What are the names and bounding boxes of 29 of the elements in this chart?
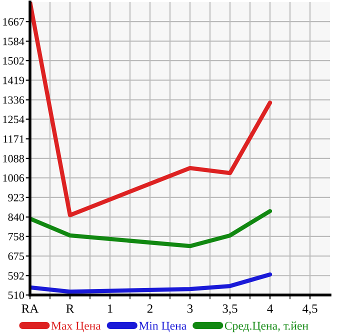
y-tick-label: 840 <box>8 213 24 221</box>
x-tick-label: 3,5 <box>222 304 238 315</box>
x-tick-label: 3 <box>187 304 193 313</box>
x-tick-label: R <box>66 304 74 313</box>
y-tick-label: 1254 <box>3 116 24 124</box>
line-series <box>30 2 272 218</box>
y-tick-label: 1171 <box>4 135 24 143</box>
legend-label: Сред.Цена, т.йен <box>224 322 308 332</box>
x-tick-label: 4,5 <box>302 304 318 315</box>
y-tick-label: 758 <box>8 232 24 240</box>
y-tick-label: 510 <box>8 291 24 299</box>
y-tick-label: 1419 <box>3 76 24 84</box>
x-tick-label: RA <box>22 304 39 313</box>
legend-label: Min Цена <box>139 322 186 332</box>
line-series <box>30 272 272 294</box>
x-tick-label: 1 <box>108 304 112 313</box>
line-series <box>30 209 272 248</box>
x-tick-label: 2 <box>147 304 152 313</box>
y-tick-label: 1006 <box>3 174 24 182</box>
y-tick-label: 1584 <box>3 38 24 46</box>
y-tick-label: 675 <box>8 252 24 260</box>
y-tick-label: 1667 <box>3 18 24 26</box>
y-tick-label: 592 <box>8 272 24 280</box>
x-tick-label: 4 <box>267 304 273 313</box>
y-tick-label: 1502 <box>3 57 24 65</box>
y-tick-label: 1336 <box>3 96 24 104</box>
legend-label: Max Цена <box>51 322 101 332</box>
y-tick-label: 1088 <box>3 154 24 162</box>
y-tick-label: 923 <box>8 194 24 202</box>
